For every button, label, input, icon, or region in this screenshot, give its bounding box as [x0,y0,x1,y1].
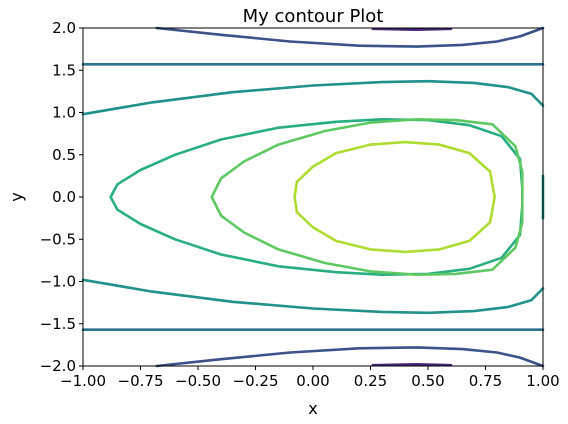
contour-line-level-1-1 [155,346,545,368]
x-axis-ticks: −1.00 −0.75 −0.50 −0.25 0.00 0.25 0.50 0.75 1.00 [60,366,560,390]
y-tick-label: −2.0 [40,357,76,375]
contour-line-level-4-0 [109,118,524,277]
y-tick-label: 0.5 [52,146,76,164]
contour-line-level-3-1 [81,278,545,315]
contour-line-level-5-0 [210,118,524,277]
x-tick-label: −0.75 [118,372,164,390]
chart-title: My contour Plot [243,6,384,27]
x-tick-label: −1.00 [60,372,106,390]
x-tick-label: −0.25 [233,372,279,390]
y-tick-label: 0.0 [52,188,76,206]
x-tick-label: 0.25 [354,372,387,390]
contour-line-level-0-1 [371,362,453,367]
y-tick-label: 1.5 [52,61,76,79]
x-tick-label: −0.50 [175,372,221,390]
x-tick-label: 0.50 [411,372,444,390]
plot-frame [82,27,544,367]
y-tick-label: 2.0 [52,19,76,37]
contour-lines [81,26,545,368]
x-axis-label: x [308,399,317,418]
contour-line-level-1-0 [155,26,545,48]
contour-line-level-3-0 [81,79,545,116]
y-axis-ticks: −2.0 −1.5 −1.0 −0.5 0.0 0.5 1.0 1.5 2.0 [40,19,83,375]
x-tick-label: 0.75 [469,372,502,390]
x-tick-label: 0.00 [296,372,329,390]
y-tick-label: −1.5 [40,315,76,333]
x-tick-label: 1.00 [526,372,559,390]
y-tick-label: −0.5 [40,230,76,248]
y-tick-label: 1.0 [52,104,76,122]
y-axis-label: y [7,192,26,201]
contour-line-level-0-0 [371,27,453,32]
y-tick-label: −1.0 [40,273,76,291]
contour-line-level-6-0 [293,140,497,254]
